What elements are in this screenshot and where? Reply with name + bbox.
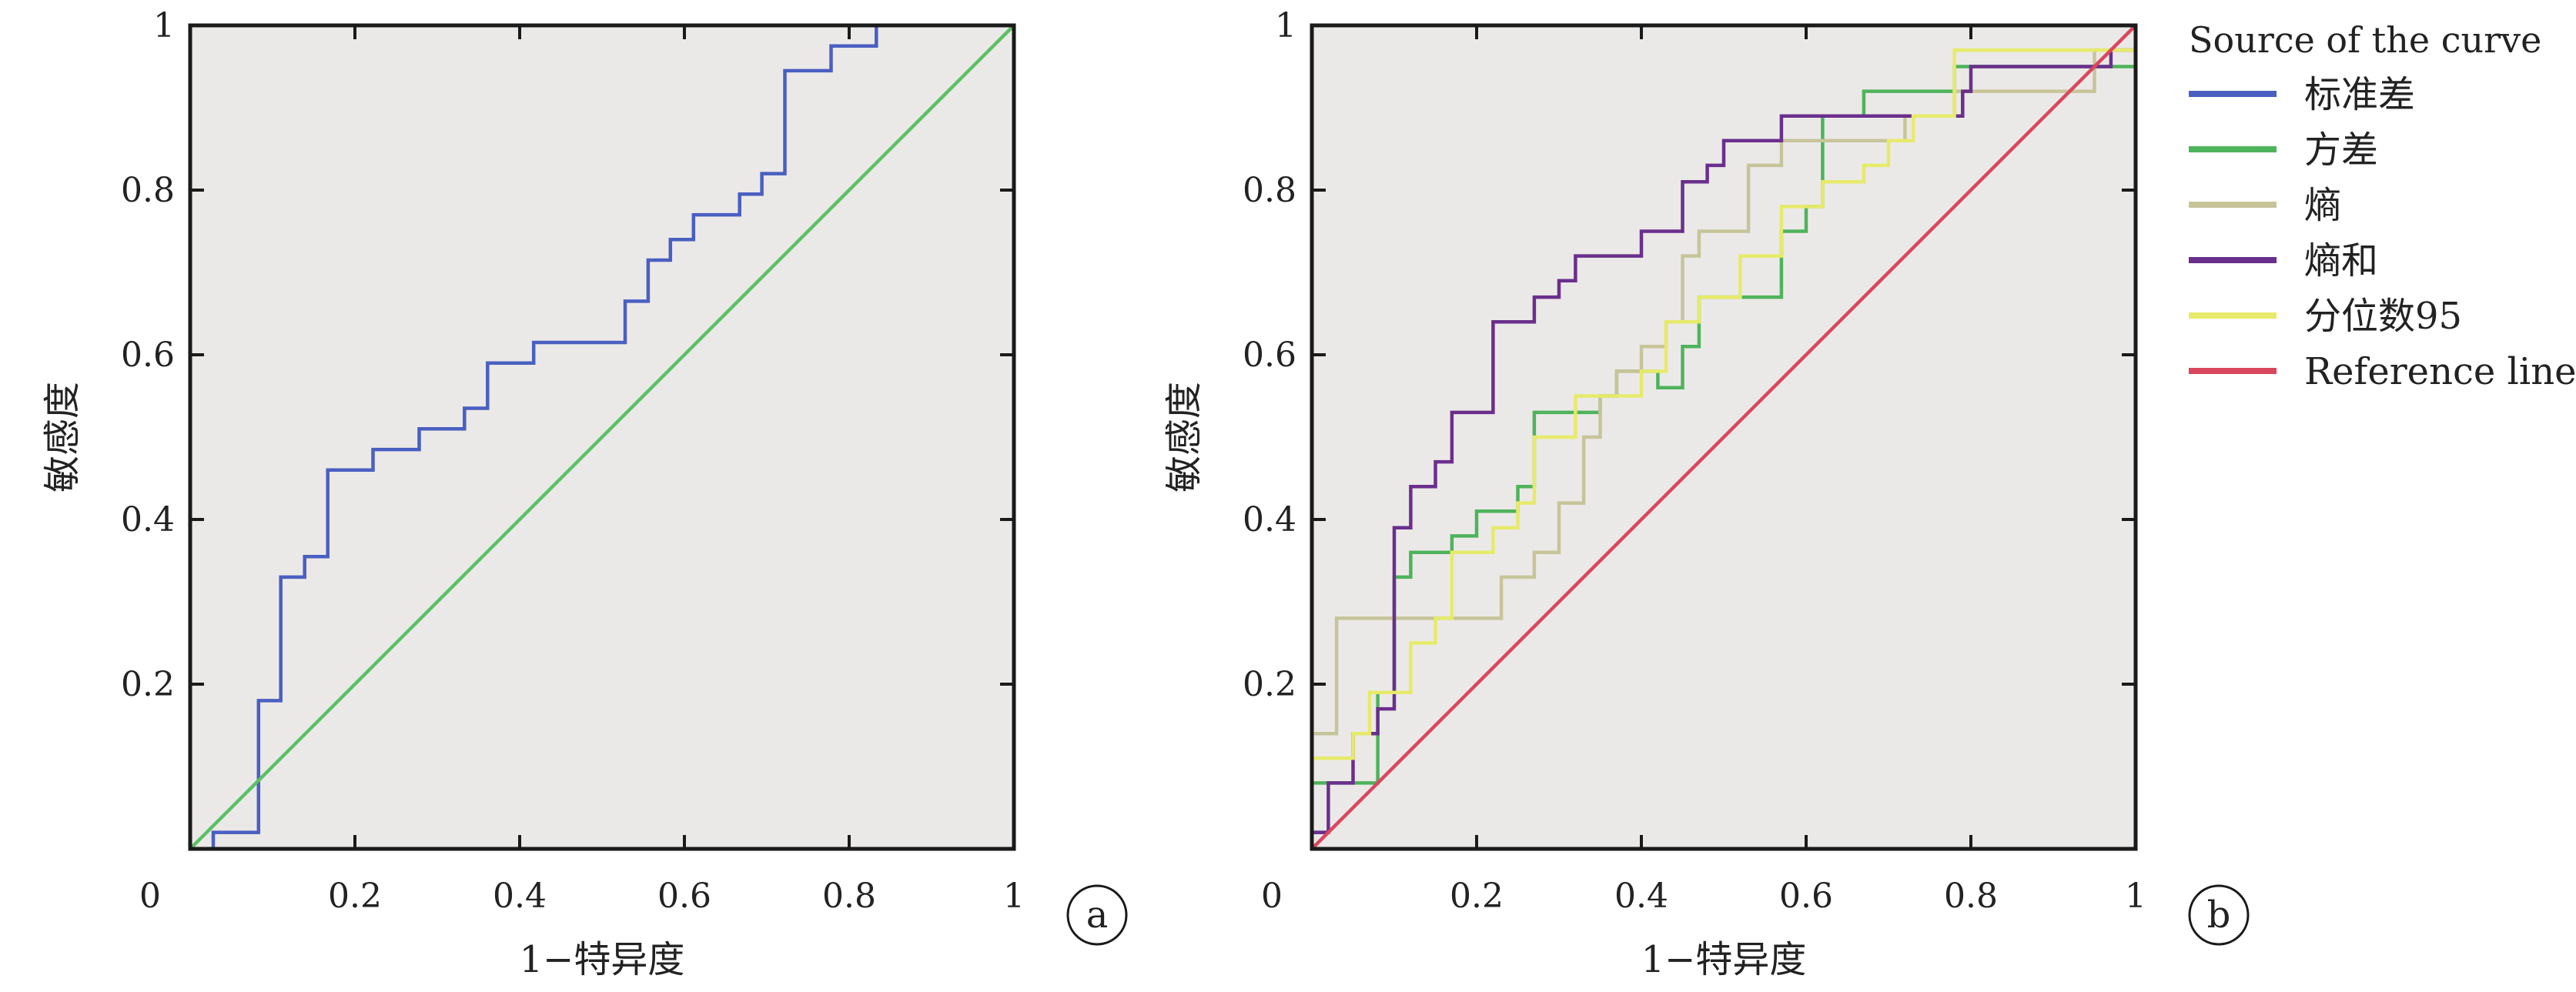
x-tick-label: 1 — [1003, 877, 1025, 916]
panel-a: 0 0.2 0.4 0.6 0.8 1 0.2 0.4 0.6 0.8 1 1−特异度 敏感度 a — [41, 6, 1128, 981]
legend-entry: Reference line — [2304, 350, 2576, 393]
x-tick-label: 0.8 — [1944, 877, 1998, 916]
plot-frame — [1310, 23, 2138, 851]
x-tick-label: 0.2 — [328, 877, 382, 916]
series-line-5 — [1310, 24, 2137, 850]
panel-label-circle — [1066, 884, 1128, 946]
series-line-1 — [189, 24, 1015, 850]
y-tick-label: 0.2 — [1243, 665, 1296, 704]
y-axis-label: 敏感度 — [41, 382, 84, 493]
y-tick-label: 0.2 — [121, 665, 175, 704]
panel-label: b — [2207, 893, 2231, 937]
legend-entry: 分位数95 — [2304, 295, 2462, 338]
x-axis-label: 1−特异度 — [520, 938, 685, 981]
y-axis-label: 敏感度 — [1163, 382, 1206, 493]
legend-entry: 方差 — [2304, 129, 2378, 172]
y-tick-label: 0.8 — [1243, 171, 1296, 210]
panel-label-circle — [2188, 884, 2250, 946]
legend-title: Source of the curve — [2189, 19, 2541, 61]
x-tick-label: 1 — [2125, 877, 2146, 916]
y-tick-label: 0.6 — [121, 336, 175, 375]
x-tick-label: 0.8 — [822, 877, 876, 916]
y-tick-label: 0.6 — [1243, 336, 1296, 375]
x-tick-label: 0 — [1261, 877, 1283, 916]
x-tick-label: 0.6 — [657, 877, 711, 916]
y-tick-label: 1 — [153, 6, 175, 45]
x-tick-label: 0.2 — [1450, 877, 1504, 916]
plot-frame — [188, 23, 1016, 851]
y-tick-label: 0.4 — [1243, 500, 1296, 539]
x-tick-label: 0 — [139, 877, 161, 916]
y-tick-label: 0.4 — [121, 500, 175, 539]
panel-label: a — [1086, 893, 1109, 937]
series-line-3 — [1312, 25, 2138, 834]
x-tick-label: 0.4 — [1614, 877, 1668, 916]
legend-entry: 熵 — [2304, 184, 2341, 227]
series-line-0 — [190, 23, 1014, 851]
legend-entry: 熵和 — [2304, 239, 2378, 282]
panel-b: 0 0.2 0.4 0.6 0.8 1 0.2 0.4 0.6 0.8 1 1−特异度 敏感度 b — [1163, 6, 2250, 981]
x-tick-label: 0.4 — [493, 877, 547, 916]
y-tick-label: 1 — [1275, 6, 1296, 45]
y-tick-label: 0.8 — [121, 171, 175, 210]
x-axis-label: 1−特异度 — [1641, 938, 1807, 981]
legend-entry: 标准差 — [2304, 73, 2415, 116]
series-line-4 — [1310, 48, 2136, 849]
x-tick-label: 0.6 — [1779, 877, 1833, 916]
